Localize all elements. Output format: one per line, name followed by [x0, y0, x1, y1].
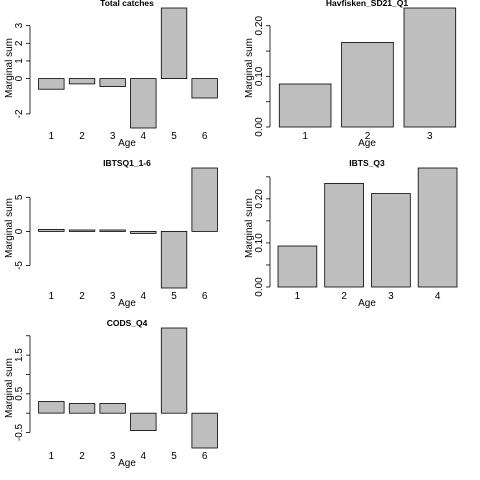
x-tick-label: 4: [141, 451, 147, 462]
y-axis-label: Marginal sum: [244, 38, 255, 98]
x-tick-label: 6: [202, 451, 208, 462]
y-tick-label: 5: [14, 194, 25, 200]
bar: [38, 228, 65, 232]
x-axis-label: Age: [358, 138, 376, 149]
y-tick-label: -0.5: [14, 423, 25, 441]
x-tick-label: 3: [427, 131, 433, 142]
y-axis-label: Marginal sum: [4, 358, 15, 418]
bar: [68, 78, 96, 85]
bar: [160, 327, 188, 414]
bar: [160, 7, 188, 79]
x-tick-label: 1: [302, 131, 308, 142]
y-tick-label: 0: [14, 228, 25, 234]
x-tick-label: 4: [435, 291, 441, 302]
chart-panel-5: CODS_Q4 1 2 3 4 5 6 -0.5 0.5 1.5 Age Marginal sum: [4, 318, 218, 469]
y-tick-label: -2: [14, 109, 25, 118]
x-tick-label: 1: [49, 131, 55, 142]
x-tick-label: 5: [171, 131, 177, 142]
y-tick-label: 0.10: [254, 66, 265, 86]
bar: [99, 78, 126, 87]
x-tick-label: 6: [202, 131, 208, 142]
bar: [277, 245, 318, 288]
y-tick-label: 2: [14, 40, 25, 46]
bar: [99, 229, 126, 232]
x-tick-label: 3: [110, 291, 116, 302]
y-tick-label: 0.00: [254, 117, 265, 137]
chart-title: IBTS_Q3: [349, 158, 385, 168]
bar: [130, 412, 157, 432]
bar: [341, 42, 394, 128]
bar: [38, 401, 65, 414]
bar: [371, 193, 411, 288]
x-tick-label: 3: [110, 451, 116, 462]
x-tick-label: 1: [295, 291, 301, 302]
chart-panel-4: IBTS_Q3 1 2 3 4 0.00 0.10 0.20 Age Marginal sum: [244, 158, 458, 309]
bar: [68, 403, 96, 414]
x-tick-label: 4: [141, 291, 147, 302]
bar: [417, 167, 458, 288]
x-axis-label: Age: [118, 458, 136, 469]
bar: [191, 78, 218, 99]
x-tick-label: 3: [110, 131, 116, 142]
chart-title: Total catches: [100, 0, 154, 8]
bar: [99, 403, 126, 414]
y-tick-label: 0.10: [254, 233, 265, 253]
x-tick-label: 4: [141, 131, 147, 142]
bar: [278, 83, 332, 128]
x-tick-label: 2: [79, 131, 85, 142]
x-tick-label: 5: [171, 451, 177, 462]
y-axis-label: Marginal sum: [4, 38, 15, 98]
chart-panel-3: IBTSQ1_1-6 1 2 3 4 5 6 -5 0 5 Age Marginal sum: [4, 158, 218, 309]
y-axis-label: Marginal sum: [4, 198, 15, 258]
bar: [403, 7, 457, 128]
x-tick-label: 1: [49, 451, 55, 462]
chart-title: Havfisken_SD21_Q1: [326, 0, 408, 8]
bar: [324, 182, 364, 288]
bar: [160, 230, 188, 289]
x-tick-label: 2: [79, 291, 85, 302]
y-tick-label: 1.5: [14, 348, 25, 362]
y-tick-label: 0.20: [254, 16, 265, 36]
bar: [191, 167, 218, 232]
bar: [68, 229, 96, 232]
x-axis-label: Age: [358, 298, 376, 309]
y-tick-label: 0.20: [254, 189, 265, 209]
y-tick-label: 1: [14, 58, 25, 64]
chart-title: CODS_Q4: [107, 318, 148, 328]
x-tick-label: 2: [79, 451, 85, 462]
x-tick-label: 1: [49, 291, 55, 302]
x-tick-label: 2: [341, 291, 347, 302]
y-tick-label: 3: [14, 22, 25, 28]
y-tick-label: -5: [14, 261, 25, 270]
y-tick-label: 0.00: [254, 277, 265, 297]
bar: [130, 78, 157, 129]
x-axis-label: Age: [118, 298, 136, 309]
x-tick-label: 2: [365, 131, 371, 142]
bar: [130, 230, 157, 234]
x-tick-label: 5: [171, 291, 177, 302]
x-tick-label: 3: [388, 291, 394, 302]
chart-panel-2: Havfisken_SD21_Q1 1 2 3 0.00 0.10 0.20 Age Margi…: [244, 0, 457, 149]
y-tick-label: 0: [14, 75, 25, 81]
x-axis-label: Age: [118, 138, 136, 149]
chart-title: IBTSQ1_1-6: [103, 158, 151, 168]
bar: [191, 412, 218, 449]
y-axis-label: Marginal sum: [244, 198, 255, 258]
bar: [38, 78, 65, 90]
y-tick-label: 0.5: [14, 386, 25, 400]
x-tick-label: 6: [202, 291, 208, 302]
